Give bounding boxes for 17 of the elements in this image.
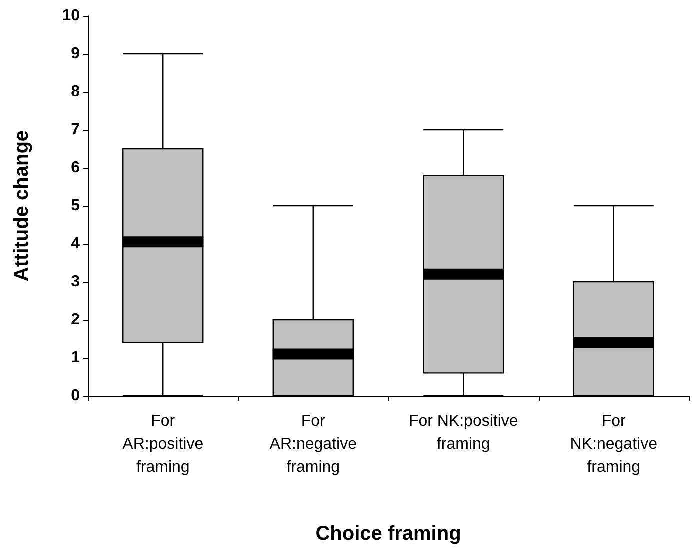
y-tick-label: 9 <box>71 46 80 62</box>
y-tick-label: 10 <box>62 8 80 24</box>
y-tick-label: 5 <box>71 198 80 214</box>
y-tick-label: 8 <box>71 84 80 100</box>
y-tick-label: 7 <box>71 122 80 138</box>
x-tick-label: For AR:positive framing <box>122 413 204 476</box>
y-tick-label: 4 <box>71 236 80 252</box>
x-tick-label: For NK:negative framing <box>570 413 658 476</box>
y-axis-title: Attitude change <box>11 130 33 282</box>
y-tick-label: 1 <box>71 350 80 366</box>
y-tick-label: 6 <box>71 160 80 176</box>
y-tick-label: 2 <box>71 312 80 328</box>
y-tick-label: 3 <box>71 274 80 290</box>
x-tick-label: For AR:negative framing <box>270 413 358 476</box>
x-axis-title: Choice framing <box>316 523 462 545</box>
x-tick-label: For NK:positive framing <box>408 413 518 453</box>
y-tick-label: 0 <box>71 388 80 404</box>
